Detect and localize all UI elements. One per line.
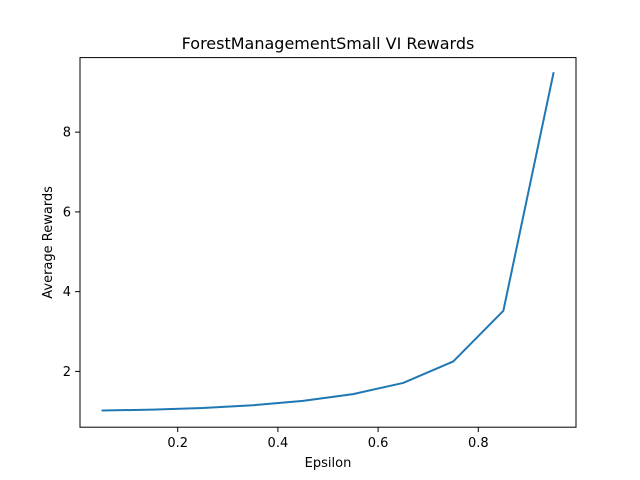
series-line <box>101 71 555 412</box>
y-tick-label: 8 <box>63 126 71 141</box>
x-tick-label: 0.6 <box>368 436 389 451</box>
y-axis: 2 4 6 8 <box>63 126 80 380</box>
series-layer <box>101 71 555 412</box>
x-axis: 0.2 0.4 0.6 0.8 <box>167 427 489 451</box>
y-axis-label: Average Rewards <box>41 186 56 299</box>
chart-title: ForestManagementSmall VI Rewards <box>182 34 475 53</box>
y-tick-label: 2 <box>63 365 71 380</box>
x-tick-label: 0.2 <box>167 436 188 451</box>
x-tick-label: 0.4 <box>268 436 289 451</box>
x-tick-label: 0.8 <box>468 436 489 451</box>
y-tick-label: 4 <box>63 285 71 300</box>
x-axis-label: Epsilon <box>305 456 352 471</box>
y-tick-label: 6 <box>63 205 71 220</box>
plot-frame <box>79 57 577 428</box>
